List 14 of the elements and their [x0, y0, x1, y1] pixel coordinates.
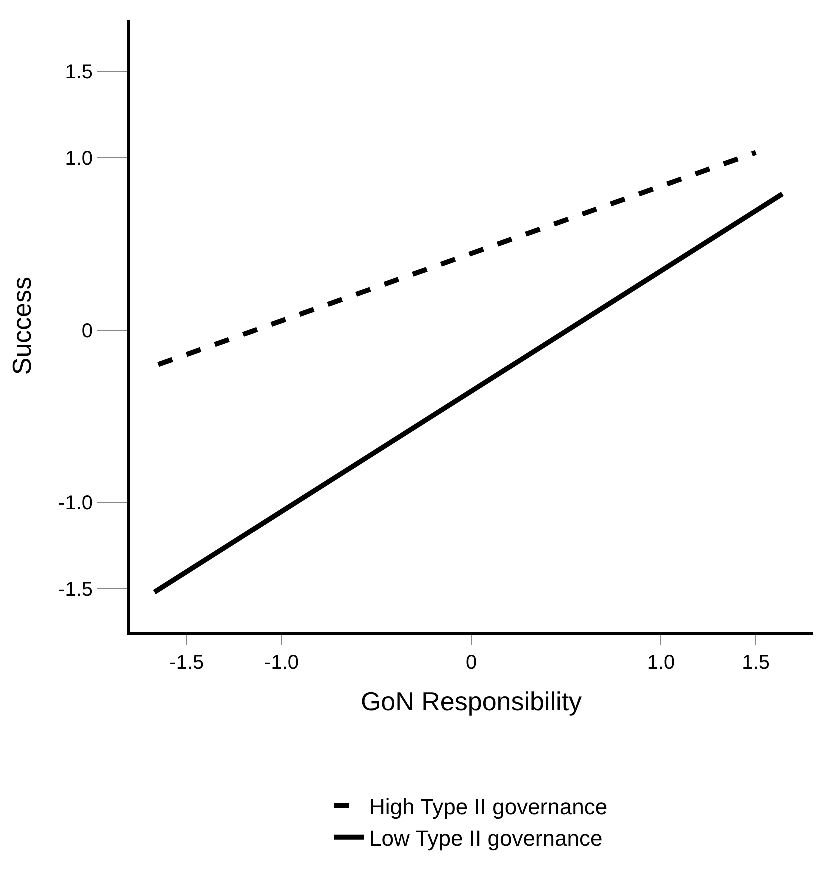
x-tick-label: -1.5 — [170, 652, 204, 674]
y-tick-label: 0 — [82, 320, 93, 342]
x-tick-label: -1.0 — [264, 652, 300, 674]
legend-label: High Type II governance — [370, 794, 608, 820]
x-tick-label: 0 — [466, 652, 478, 674]
y-axis-title: Success — [6, 276, 37, 376]
x-tick-label: 1.5 — [742, 652, 770, 674]
y-tick-label: -1.5 — [58, 578, 93, 601]
x-tick-label: 1.0 — [647, 652, 676, 674]
x-axis-title: GoN Responsibility — [360, 686, 582, 717]
y-tick-label: 1.5 — [65, 62, 93, 84]
y-tick-label: -1.0 — [58, 492, 93, 515]
legend-label: Low Type II governance — [370, 826, 603, 851]
y-tick-label: 1.0 — [65, 148, 93, 170]
